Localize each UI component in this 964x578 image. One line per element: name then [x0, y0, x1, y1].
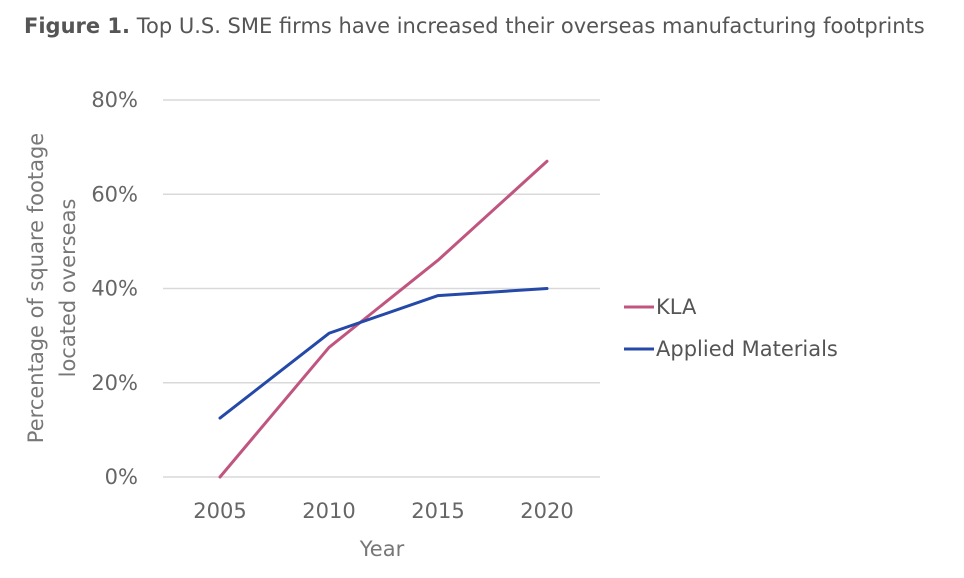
- y-tick-label: 20%: [91, 371, 138, 395]
- x-tick-label: 2015: [411, 499, 464, 523]
- legend-label: KLA: [656, 295, 697, 319]
- x-tick-label: 2005: [193, 499, 246, 523]
- y-axis-title-line: Percentage of square footage: [24, 133, 48, 443]
- legend: KLA Applied Materials: [624, 295, 838, 361]
- y-tick-label: 60%: [91, 182, 138, 206]
- series-line-kla: [218, 159, 549, 479]
- x-tick-label: 2020: [520, 499, 573, 523]
- y-axis-title: Percentage of square footage located over…: [24, 133, 80, 443]
- y-tick-label: 0%: [105, 465, 138, 489]
- figure-caption-text: Top U.S. SME firms have increased their …: [136, 14, 925, 38]
- y-tick-label: 80%: [91, 88, 138, 112]
- x-axis-tick-labels: 2005 2010 2015 2020: [193, 499, 573, 523]
- y-tick-label: 40%: [91, 277, 138, 301]
- y-axis-title-line: located overseas: [56, 199, 80, 378]
- figure-caption: Figure 1. Top U.S. SME firms have increa…: [24, 14, 954, 38]
- x-tick-label: 2010: [302, 499, 355, 523]
- figure-label: Figure 1.: [24, 14, 131, 38]
- y-axis-tick-labels: 0% 20% 40% 60% 80%: [91, 88, 138, 489]
- legend-label: Applied Materials: [656, 337, 838, 361]
- series-lines: [218, 159, 549, 479]
- series-line-applied-materials: [218, 287, 549, 420]
- x-axis-title: Year: [359, 537, 405, 561]
